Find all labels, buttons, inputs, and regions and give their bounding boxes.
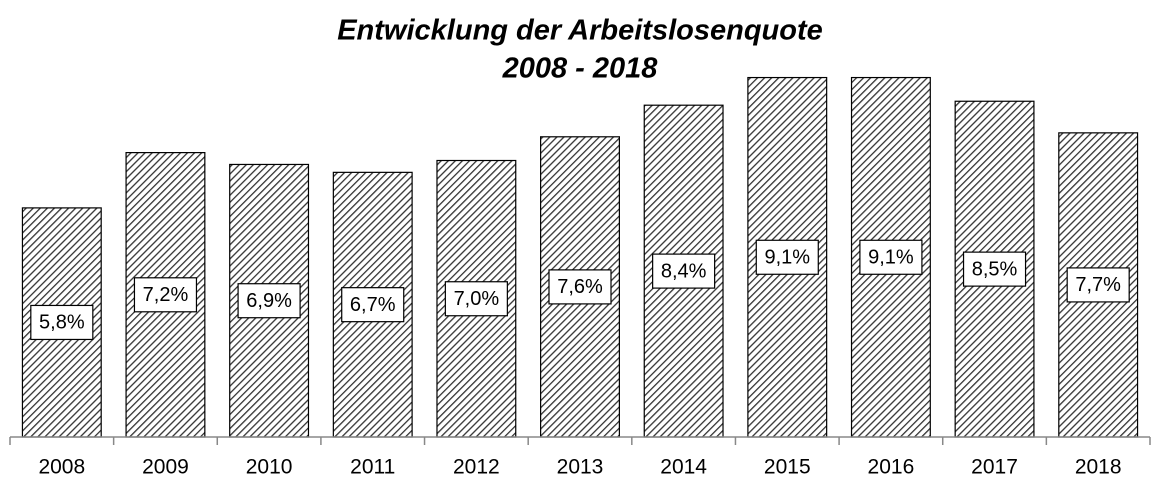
value-label: 7,2% [143,284,189,306]
value-label: 6,7% [350,294,396,316]
x-tick-label: 2015 [764,456,811,479]
x-tick-label: 2010 [246,456,293,479]
value-label: 9,1% [764,247,810,269]
value-label-box [444,281,508,317]
x-tick-label: 2009 [142,456,189,479]
value-label: 6,9% [246,290,292,312]
value-label-box [341,287,405,323]
x-tick-label: 2011 [350,456,395,479]
value-label-box [962,251,1027,287]
value-label: 7,7% [1075,274,1121,296]
chart-subtitle: 2008 - 2018 [502,53,659,85]
x-tick-label: 2012 [453,456,500,479]
value-label-box [237,283,301,319]
x-tick-label: 2008 [38,456,85,479]
value-label: 7,0% [454,288,500,310]
value-label: 9,1% [868,247,914,269]
value-label: 8,5% [972,258,1018,280]
value-label-box [859,239,923,275]
x-tick-label: 2017 [971,456,1018,479]
value-label-box [1066,267,1130,303]
chart-title: Entwicklung der Arbeitslosenquote [337,15,823,47]
value-label-box [548,269,612,305]
value-label: 8,4% [661,260,707,282]
value-label: 5,8% [39,312,85,334]
value-label-box [755,239,819,275]
x-tick-label: 2018 [1075,456,1122,479]
x-tick-label: 2014 [660,456,707,479]
x-tick-label: 2013 [557,456,604,479]
value-label-box [652,253,716,289]
value-label-box [30,304,94,341]
value-label: 7,6% [557,276,603,298]
value-label-box [133,277,198,313]
x-tick-label: 2016 [868,456,915,479]
